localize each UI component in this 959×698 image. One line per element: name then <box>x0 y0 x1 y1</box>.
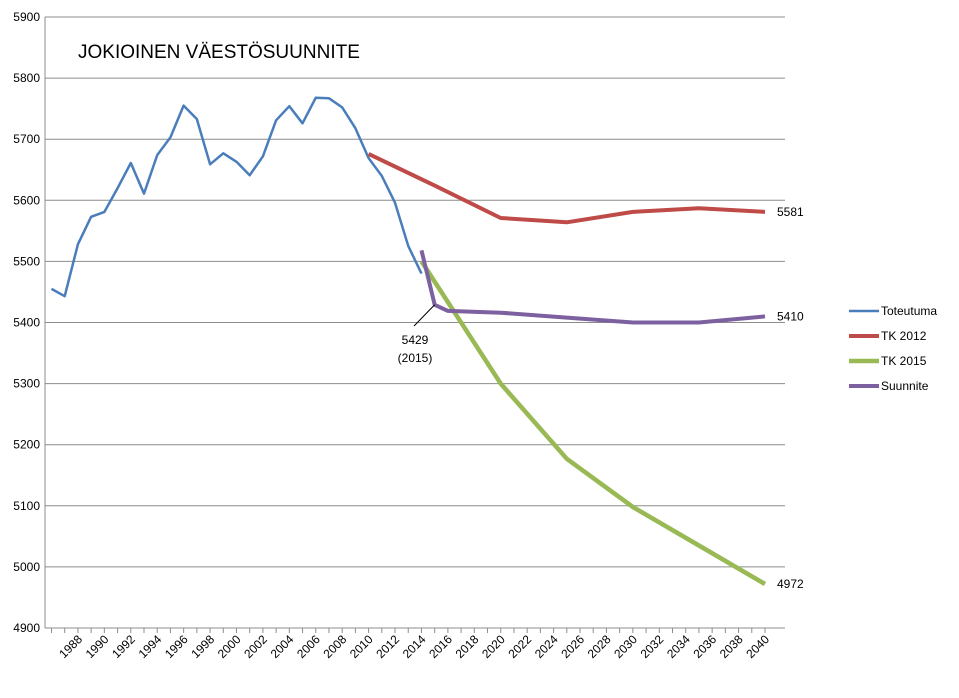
y-tick-label: 5600 <box>13 193 40 207</box>
legend: Toteutuma TK 2012 TK 2015 Suunnite <box>849 304 937 393</box>
y-tick-label: 5200 <box>13 438 40 452</box>
y-tick-label: 5900 <box>13 10 40 24</box>
x-axis: 1988199019921994199619982000200220042006… <box>45 627 785 661</box>
x-tick-label: 2012 <box>373 632 402 661</box>
y-tick-label: 5800 <box>13 71 40 85</box>
x-tick-label: 2038 <box>717 632 746 661</box>
x-tick-label: 2026 <box>558 632 587 661</box>
legend-label: Suunnite <box>881 379 929 393</box>
series-group <box>50 96 767 586</box>
x-tick-label: 2020 <box>479 632 508 661</box>
x-tick-label: 2028 <box>585 632 614 661</box>
x-tick-label: 2024 <box>532 632 561 661</box>
end-value-label: 5581 <box>777 205 804 219</box>
end-value-label: 4972 <box>777 577 804 591</box>
legend-label: TK 2012 <box>881 329 927 343</box>
y-tick-label: 5400 <box>13 316 40 330</box>
y-tick-label: 5100 <box>13 499 40 513</box>
x-tick-label: 1996 <box>162 632 191 661</box>
x-tick-label: 2030 <box>611 632 640 661</box>
x-tick-label: 2040 <box>743 632 772 661</box>
x-tick-label: 1994 <box>136 632 165 661</box>
x-tick-label: 2022 <box>506 632 535 661</box>
x-tick-label: 2014 <box>400 632 429 661</box>
x-tick-label: 2010 <box>347 632 376 661</box>
x-tick-label: 2036 <box>690 632 719 661</box>
y-tick-label: 5500 <box>13 254 40 268</box>
legend-label: Toteutuma <box>881 304 937 318</box>
x-tick-label: 2008 <box>321 632 350 661</box>
x-tick-label: 2004 <box>268 632 297 661</box>
y-tick-label: 4900 <box>13 621 40 635</box>
end-value-label: 5410 <box>777 309 804 323</box>
legend-label: TK 2015 <box>881 354 927 368</box>
series-line-tk-2015 <box>419 260 767 586</box>
y-tick-label: 5300 <box>13 377 40 391</box>
x-tick-label: 2006 <box>294 632 323 661</box>
x-tick-label: 2002 <box>241 632 270 661</box>
x-tick-label: 2034 <box>664 632 693 661</box>
x-tick-label: 1990 <box>83 632 112 661</box>
series-line-suunnite <box>419 249 766 325</box>
y-axis: 4900 5000 5100 5200 5300 5400 5500 5600 5700 5800… <box>13 10 46 635</box>
x-tick-label: 1992 <box>109 632 138 661</box>
x-tick-label: 1988 <box>56 632 85 661</box>
annotation: 5429 (2015) <box>398 304 436 365</box>
annotation-year: (2015) <box>398 351 433 365</box>
y-tick-label: 5700 <box>13 132 40 146</box>
x-tick-label: 2016 <box>426 632 455 661</box>
end-labels: 5581 5410 4972 <box>777 205 804 591</box>
chart-title: JOKIOINEN VÄESTÖSUUNNITE <box>78 42 360 63</box>
x-tick-label: 1998 <box>188 632 217 661</box>
x-tick-label: 2032 <box>638 632 667 661</box>
series-line-tk-2012 <box>367 152 766 225</box>
y-tick-label: 5000 <box>13 560 40 574</box>
x-tick-label: 2000 <box>215 632 244 661</box>
annotation-leader <box>413 304 436 327</box>
x-tick-label: 2018 <box>453 632 482 661</box>
annotation-value: 5429 <box>402 333 429 347</box>
series-line-toteutuma <box>50 96 423 298</box>
